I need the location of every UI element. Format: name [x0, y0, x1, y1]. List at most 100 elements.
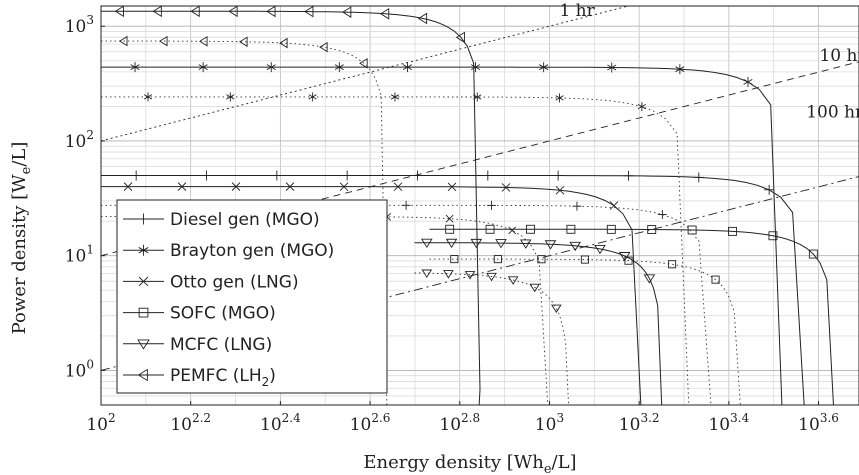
plot-frame	[100, 5, 859, 406]
x-tick-label: 102.2	[170, 411, 211, 435]
series-marker	[342, 170, 353, 181]
x-tick-label: 102.6	[350, 411, 391, 435]
x-tick-label: 102.8	[439, 411, 480, 435]
series-marker	[486, 272, 497, 282]
series-marker	[279, 37, 288, 49]
series-marker	[143, 92, 153, 102]
reference-line	[101, 176, 859, 371]
series-marker	[226, 92, 235, 102]
series-marker	[551, 304, 562, 314]
legend-marker	[138, 244, 149, 256]
series-dotted-line	[429, 258, 741, 405]
series-marker	[675, 64, 685, 75]
series-marker	[266, 6, 276, 18]
legend-label: Brayton gen (MGO)	[170, 241, 334, 261]
y-axis-label: Power density [We/L]	[9, 142, 34, 335]
series-marker	[580, 255, 590, 264]
legend-marker	[137, 339, 150, 350]
series-marker	[177, 182, 187, 191]
y-tick-label: 101	[65, 243, 94, 267]
series-marker	[379, 7, 390, 20]
legend-label: Otto gen (LNG)	[170, 272, 299, 292]
series-marker	[152, 6, 162, 18]
series-marker	[470, 62, 481, 73]
x-tick-label: 103.2	[619, 411, 660, 435]
series-marker	[508, 226, 517, 235]
series-marker	[401, 200, 411, 210]
series-marker	[618, 252, 631, 262]
series-marker	[594, 244, 606, 255]
series-marker	[334, 62, 344, 73]
series-marker	[285, 182, 295, 191]
legend-label: PEMFC (LH2)	[170, 366, 276, 389]
series-dotted-line	[101, 96, 690, 405]
x-tick-label: 103.6	[798, 411, 839, 435]
series-marker	[637, 102, 646, 112]
legend-box	[116, 199, 388, 394]
series-marker	[445, 214, 454, 223]
series-marker	[507, 276, 519, 285]
series-marker	[470, 238, 483, 249]
series-marker	[228, 6, 238, 18]
series-marker	[493, 255, 502, 264]
series-marker	[495, 239, 507, 249]
series-marker	[519, 239, 532, 249]
series-dotted-line	[414, 272, 570, 405]
x-tick-label: 102.4	[260, 411, 301, 435]
series-marker	[421, 269, 433, 279]
series-marker	[464, 271, 476, 280]
series-marker	[606, 224, 616, 234]
series-marker	[687, 225, 697, 235]
legend-marker	[138, 213, 149, 225]
series-marker	[114, 6, 124, 18]
series-marker	[443, 270, 454, 279]
series-marker	[537, 255, 546, 264]
y-tick-label: 100	[65, 357, 94, 381]
reference-line-label: 10 hr	[819, 46, 859, 66]
x-tick-labels: 102 102.2 102.4 102.6 102.8 103 103.2 103.4 103.…	[86, 401, 839, 435]
series-marker	[450, 255, 459, 264]
series-marker	[123, 182, 133, 191]
x-tick-label: 102	[86, 411, 115, 435]
series-marker	[808, 249, 818, 259]
series-marker	[768, 231, 778, 241]
legend-label: Diesel gen (MGO)	[170, 210, 320, 230]
legend-label: SOFC (MGO)	[170, 304, 276, 324]
series-marker	[421, 238, 433, 249]
y-tick-label: 102	[65, 128, 94, 152]
plot-border	[100, 5, 859, 406]
series-marker	[390, 92, 400, 102]
series-marker	[609, 201, 619, 210]
series-line	[101, 10, 481, 405]
time-reference-lines	[101, 6, 859, 371]
series-marker	[544, 240, 557, 250]
series-marker	[393, 182, 403, 191]
legend-marker	[138, 276, 149, 287]
y-tick-label: 103	[65, 13, 94, 37]
reference-line	[101, 6, 631, 142]
series-marker	[529, 283, 541, 293]
series-marker	[402, 62, 413, 73]
series-marker	[643, 274, 656, 284]
series-marker	[308, 92, 317, 102]
series-marker	[764, 184, 775, 195]
series-marker	[743, 76, 753, 87]
series-marker	[553, 170, 564, 181]
series-marker	[447, 182, 457, 192]
series-marker	[572, 201, 582, 211]
series-line	[101, 66, 783, 405]
series-marker	[566, 224, 576, 234]
series-marker	[118, 35, 128, 47]
legend-marker	[138, 307, 149, 318]
series-marker	[485, 224, 495, 234]
series-marker	[359, 57, 368, 69]
series-marker	[130, 62, 140, 73]
series-marker	[266, 62, 276, 73]
series-marker	[647, 225, 657, 234]
series-marker	[190, 6, 200, 18]
series-marker	[339, 182, 349, 191]
series-marker	[526, 224, 535, 234]
series-line	[414, 242, 663, 405]
series-marker	[239, 36, 248, 48]
